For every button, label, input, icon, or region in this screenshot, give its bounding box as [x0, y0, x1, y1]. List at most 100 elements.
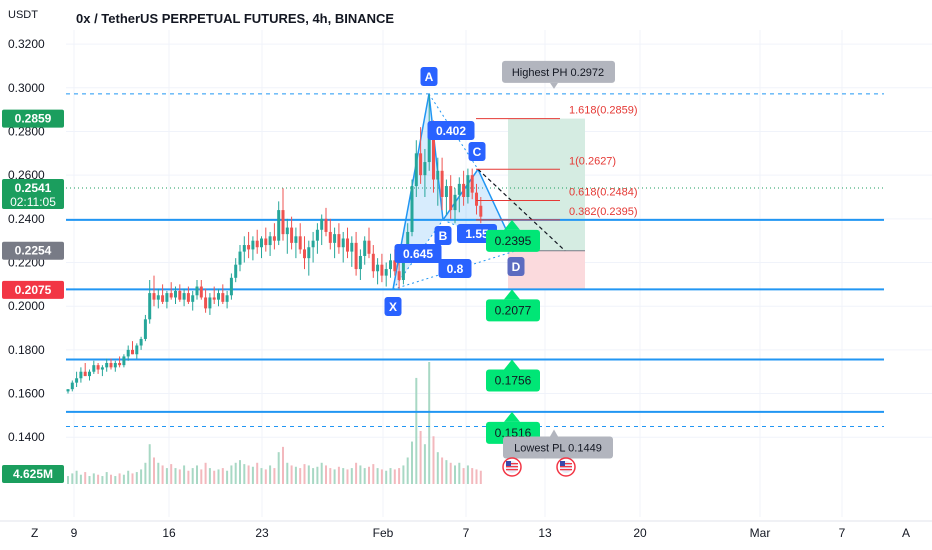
y-tick-label: 0.2600: [8, 168, 45, 182]
volume-bar: [355, 462, 358, 484]
volume-bar: [118, 473, 121, 484]
candle-body: [320, 218, 324, 230]
target-arrow: [504, 359, 520, 370]
us-event-flag-icon: [556, 457, 576, 477]
x-tick-label: 9: [71, 526, 78, 540]
candle-body: [229, 277, 233, 296]
volume-bar: [454, 465, 456, 484]
volume-bar: [174, 468, 177, 484]
volume-bar: [406, 457, 409, 484]
pattern-point-x-bg: [384, 297, 402, 316]
pattern-ratio-label-bg: [438, 259, 472, 278]
volume-bar: [372, 464, 375, 484]
volume-bar: [376, 468, 379, 484]
candle-body: [204, 297, 208, 309]
candle-body: [186, 293, 190, 302]
candle-body: [148, 293, 152, 320]
candle-body: [346, 238, 349, 252]
candle-body: [419, 153, 423, 176]
volume-bar: [161, 465, 164, 484]
y-tick-label: 0.3200: [8, 37, 45, 51]
volume-bar: [423, 444, 426, 484]
flag-stripe: [506, 463, 518, 465]
volume-bar: [196, 465, 198, 484]
go-to-date-button[interactable]: Z: [31, 526, 38, 540]
pattern-ratio-label-text: 0.8: [447, 262, 464, 276]
candle-body: [290, 227, 294, 243]
price-badge-value: 0.2541: [15, 181, 52, 195]
price-badge-value: 0.2254: [15, 244, 52, 258]
candle-body: [337, 234, 341, 248]
volume-bar: [127, 470, 130, 484]
x-tick-label: Feb: [373, 526, 394, 540]
candle-body: [363, 240, 367, 256]
volume-bar: [316, 466, 319, 484]
volume-bar: [475, 469, 478, 484]
flag-stripe: [506, 466, 518, 468]
horizontal-levels: [66, 93, 884, 428]
volume-bar: [333, 469, 336, 484]
volume-bar: [389, 468, 392, 484]
x-tick-label: Mar: [750, 526, 771, 540]
volume-bar: [282, 446, 284, 484]
target-arrow: [504, 289, 520, 300]
volume-bar: [97, 474, 100, 484]
price-badge-bg: [2, 109, 64, 128]
volume-bar: [157, 462, 160, 484]
y-tick-label: 0.1800: [8, 343, 45, 357]
volume-bar: [462, 468, 465, 484]
candle-body: [371, 253, 375, 272]
candle-body: [135, 345, 139, 355]
volume-bars: [67, 362, 482, 484]
target-arrow: [504, 219, 520, 230]
y-axis[interactable]: 0.32000.30000.28000.26000.24000.22000.20…: [2, 37, 64, 483]
volume-bar: [208, 468, 211, 484]
pattern-point-b-text: B: [439, 229, 448, 243]
pattern-ratio-label: 0.645: [394, 244, 442, 263]
x-tick-label: 16: [162, 526, 176, 540]
candle-body: [350, 242, 354, 252]
volume-bar: [264, 469, 267, 484]
candle-body: [440, 170, 444, 197]
x-axis[interactable]: 9 16 23 Feb 7 13 20 Mar 7: [71, 526, 846, 540]
pattern-point-d-text: D: [512, 260, 521, 274]
volume-bar: [445, 460, 448, 484]
pattern-ratio-label: 0.8: [438, 259, 472, 278]
candle-body: [113, 362, 117, 368]
volume-bar: [230, 465, 233, 484]
volume-bar: [178, 469, 181, 484]
price-badge-bg: [2, 280, 64, 299]
volume-badge-bg: [2, 465, 64, 483]
candle-body: [255, 240, 259, 248]
volume-bar: [200, 469, 203, 484]
candle-body: [191, 295, 195, 302]
candle-body: [96, 365, 100, 370]
volume-bar: [183, 465, 186, 484]
candle-body: [367, 240, 371, 254]
volume-bar: [294, 466, 297, 484]
volume-bar: [479, 470, 482, 484]
highest-ph-bg: [502, 60, 615, 83]
volume-bar: [303, 464, 306, 484]
candle-body: [109, 362, 113, 368]
auto-scale-button[interactable]: A: [902, 526, 910, 540]
candle-body: [479, 205, 483, 217]
target-label: 0.2395: [486, 219, 540, 252]
pattern-point-x-text: X: [389, 300, 397, 314]
pattern-ratio-label: 0.402: [427, 121, 475, 140]
volume-bar: [148, 444, 151, 484]
candle-body: [105, 362, 109, 368]
volume-bar: [153, 457, 155, 484]
y-tick-label: 0.2000: [8, 299, 45, 313]
candle-body: [66, 389, 70, 392]
fib-level-label: 0.618(0.2484): [569, 186, 638, 198]
candle-body: [122, 356, 126, 366]
candle-body: [389, 260, 392, 270]
volume-bar: [226, 470, 229, 484]
target-text: 0.1516: [495, 426, 532, 440]
candle-body: [427, 131, 431, 163]
y-tick-label: 0.2800: [8, 124, 45, 138]
lowest-pl-bg: [503, 436, 613, 459]
volume-bar: [428, 362, 431, 484]
